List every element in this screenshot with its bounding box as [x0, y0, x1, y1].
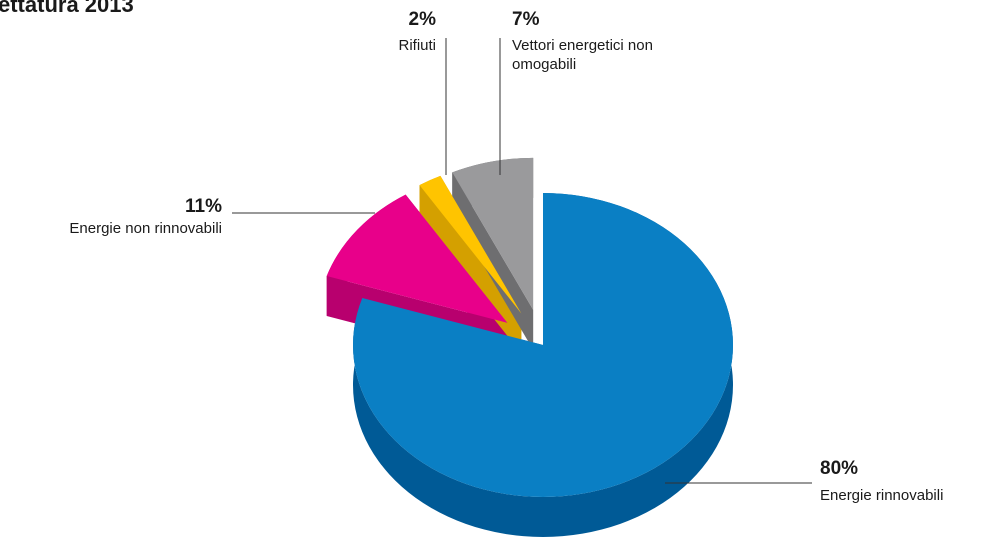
chart-title: ettatura 2013: [0, 0, 134, 17]
slice: [353, 193, 733, 497]
category-label: Rifiuti: [398, 37, 436, 54]
category-label: Energie non rinnovabili: [69, 220, 222, 237]
slice: [419, 175, 522, 314]
value-label: 11%: [185, 196, 222, 217]
category-label: Energie rinnovabili: [820, 487, 943, 504]
category-label: Vettori energetici non omogabili: [512, 37, 653, 73]
value-label: 2%: [409, 9, 437, 30]
slice: [326, 194, 508, 323]
value-label: 7%: [512, 9, 540, 30]
value-label: 80%: [820, 458, 858, 479]
slice-tops: [326, 157, 733, 497]
slice-side: [452, 172, 534, 350]
slice: [452, 157, 534, 310]
